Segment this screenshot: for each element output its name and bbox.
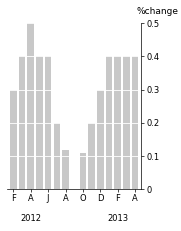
Bar <box>10 90 17 189</box>
Bar <box>114 56 121 189</box>
Text: 2013: 2013 <box>107 214 128 223</box>
Bar <box>36 56 43 189</box>
Bar <box>62 149 69 189</box>
Bar <box>97 90 104 189</box>
Text: %change: %change <box>137 7 179 16</box>
Text: 2012: 2012 <box>20 214 41 223</box>
Bar <box>54 123 60 189</box>
Bar <box>88 123 95 189</box>
Bar <box>80 153 86 189</box>
Bar <box>28 23 34 189</box>
Bar <box>132 56 138 189</box>
Bar <box>123 56 130 189</box>
Bar <box>19 56 25 189</box>
Bar <box>45 56 51 189</box>
Bar <box>106 56 112 189</box>
